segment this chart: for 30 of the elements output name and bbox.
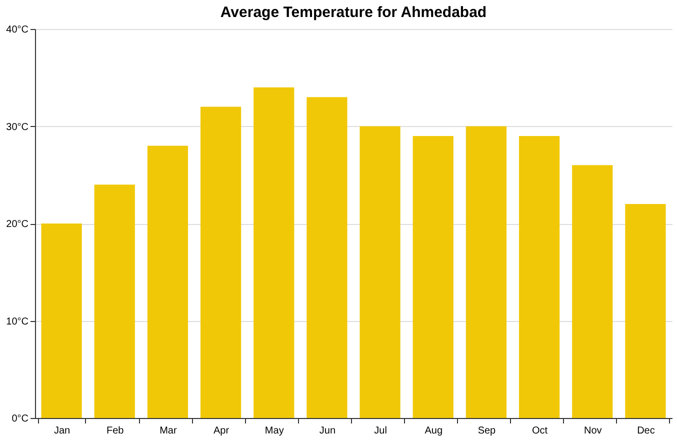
x-tick-label: Oct xyxy=(532,426,548,436)
y-tick-label: 10°C xyxy=(6,316,28,328)
bar xyxy=(200,106,242,418)
x-tick-label: Dec xyxy=(637,426,655,436)
bar xyxy=(625,204,666,418)
y-tick-label: 40°C xyxy=(6,24,28,36)
bar xyxy=(412,136,454,418)
y-tick-label: 0°C xyxy=(12,414,28,424)
x-tick-label: Apr xyxy=(214,426,230,436)
bar xyxy=(466,126,507,418)
bar xyxy=(94,184,135,418)
x-tick-label: Jul xyxy=(374,426,387,436)
x-tick-label: Jan xyxy=(54,426,70,436)
y-tick-label: 20°C xyxy=(6,219,28,230)
bar xyxy=(254,87,294,418)
chart-title: Average Temperature for Ahmedabad xyxy=(220,4,487,21)
bar xyxy=(147,146,188,418)
y-tick-label: 30°C xyxy=(6,122,28,133)
bar xyxy=(306,97,348,418)
x-tick-label: Sep xyxy=(478,426,496,436)
bar xyxy=(41,224,82,418)
x-tick-label: Jun xyxy=(319,426,336,436)
bar xyxy=(572,165,613,418)
bar xyxy=(518,136,560,418)
bar xyxy=(360,126,400,418)
x-tick-label: Mar xyxy=(160,426,178,436)
x-tick-label: Aug xyxy=(424,426,443,436)
x-tick-label: Nov xyxy=(584,426,602,436)
x-tick-label: Feb xyxy=(106,426,124,436)
x-tick-label: May xyxy=(264,426,284,436)
